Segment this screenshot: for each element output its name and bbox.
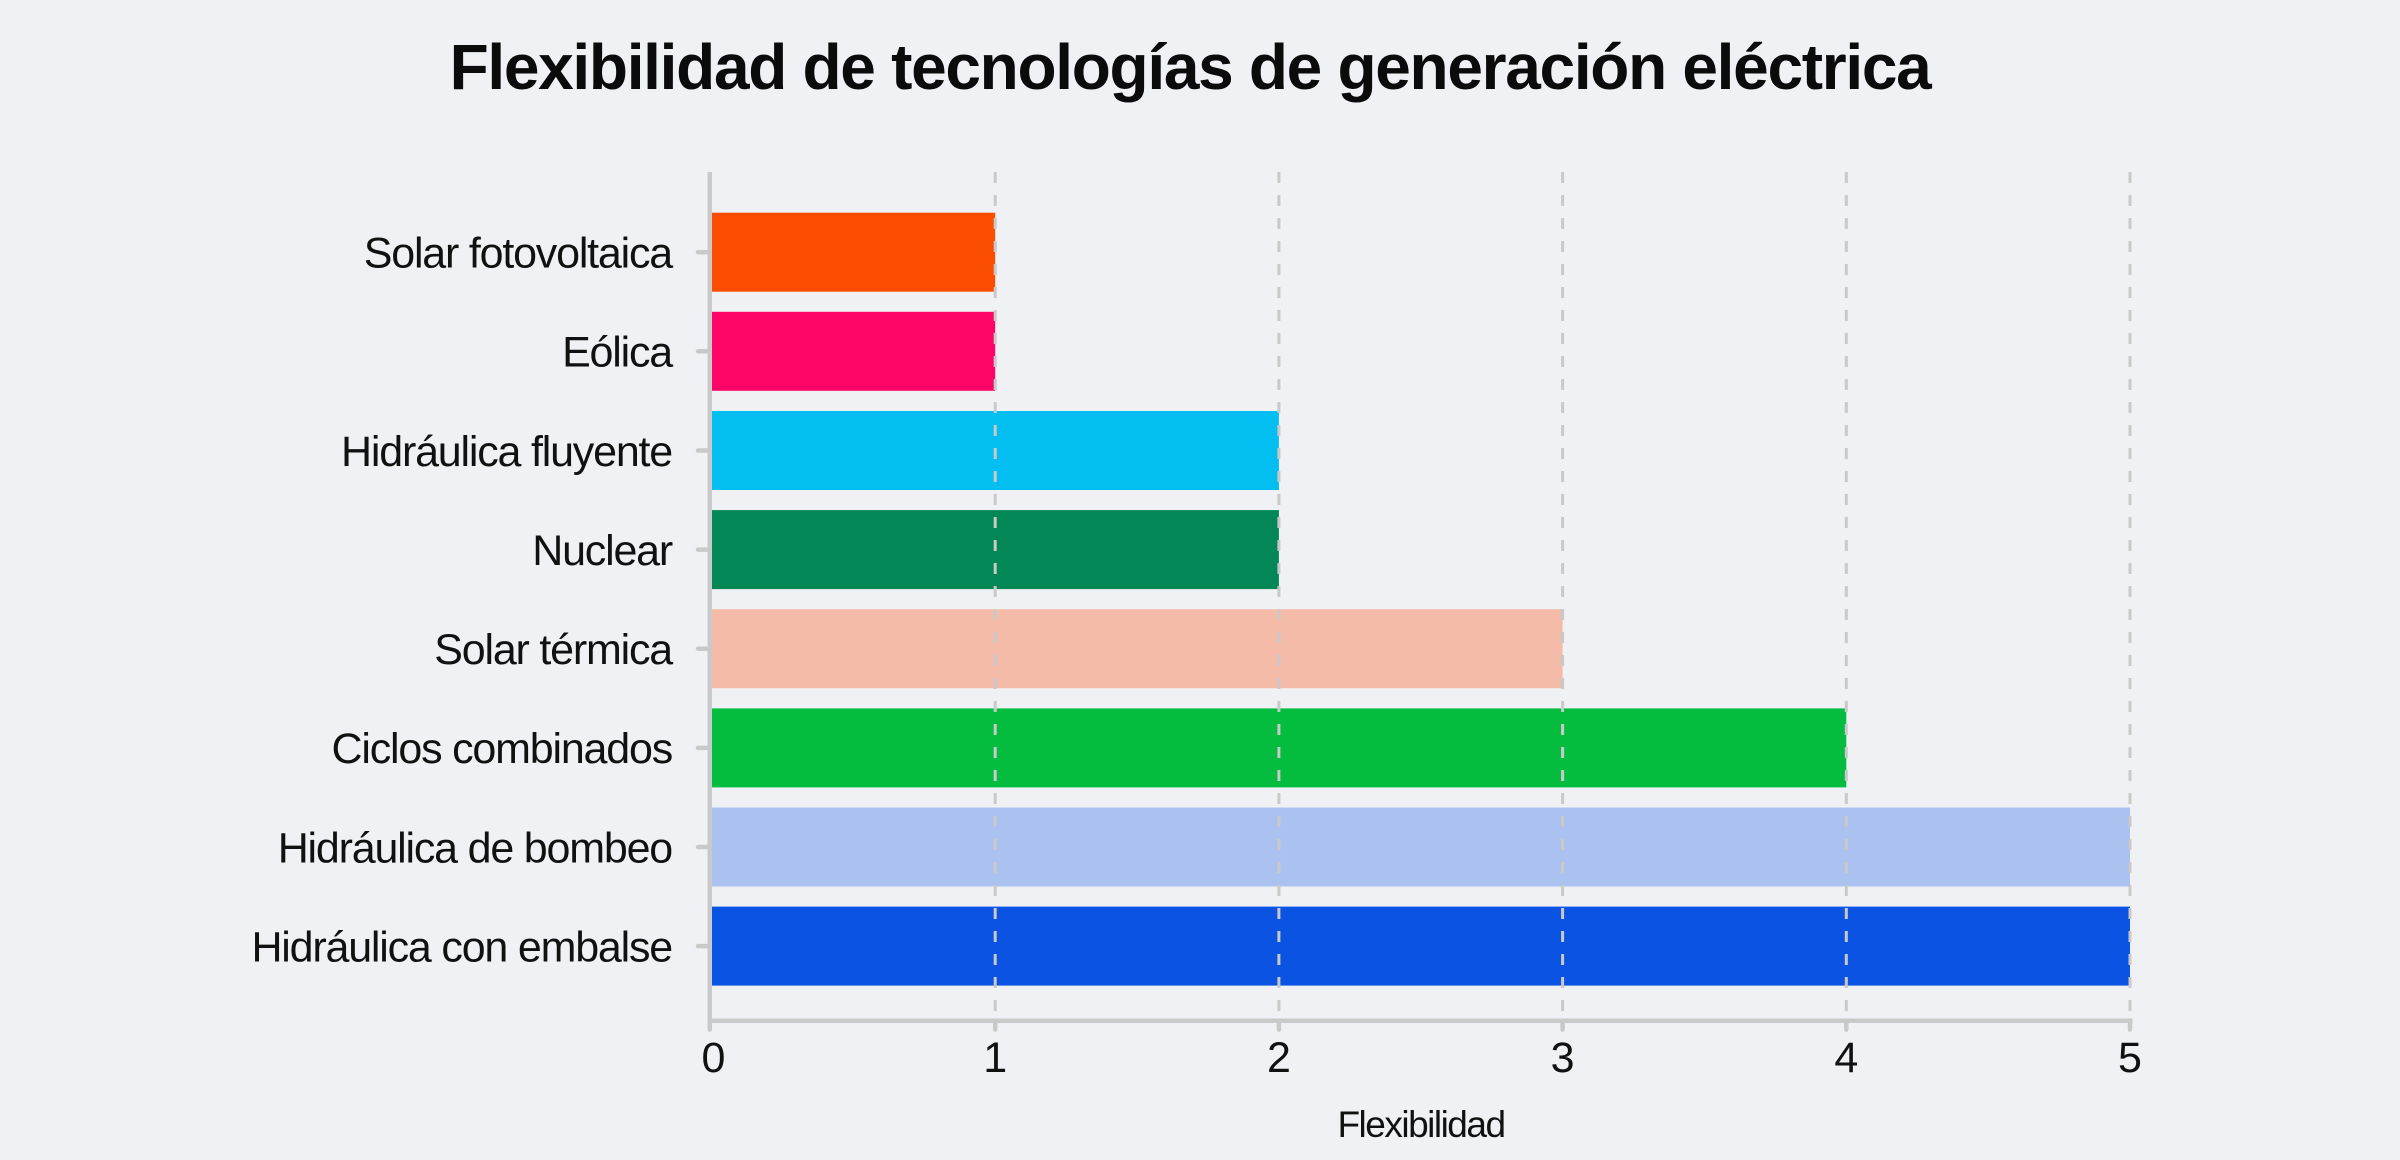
- svg-text:1: 1: [983, 1034, 1007, 1082]
- svg-text:Eólica: Eólica: [562, 329, 673, 377]
- svg-text:Hidráulica de bombeo: Hidráulica de bombeo: [278, 824, 673, 872]
- svg-text:2: 2: [1267, 1034, 1291, 1082]
- svg-text:Solar térmica: Solar térmica: [434, 626, 673, 674]
- svg-text:Flexibilidad de tecnologías de: Flexibilidad de tecnologías de generació…: [450, 31, 1933, 103]
- svg-text:4: 4: [1834, 1034, 1858, 1082]
- svg-text:3: 3: [1551, 1034, 1575, 1082]
- svg-text:Flexibilidad: Flexibilidad: [1337, 1104, 1504, 1145]
- svg-text:0: 0: [702, 1034, 726, 1082]
- svg-text:Nuclear: Nuclear: [532, 527, 673, 575]
- svg-text:Ciclos combinados: Ciclos combinados: [332, 725, 672, 773]
- svg-text:Hidráulica fluyente: Hidráulica fluyente: [341, 428, 672, 476]
- svg-text:5: 5: [2118, 1034, 2142, 1082]
- svg-text:Solar fotovoltaica: Solar fotovoltaica: [364, 230, 674, 278]
- svg-text:Hidráulica con embalse: Hidráulica con embalse: [251, 923, 672, 971]
